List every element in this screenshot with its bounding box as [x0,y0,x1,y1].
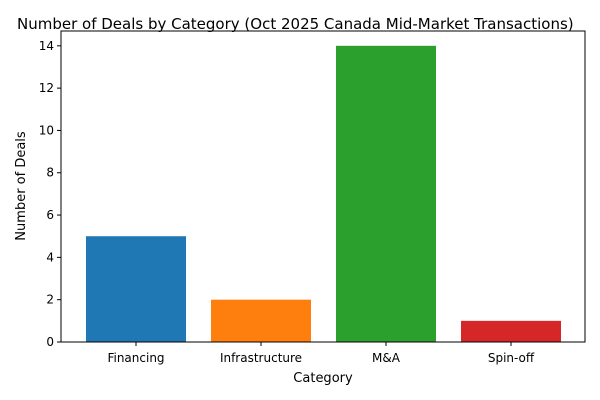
plot-frame [60,30,586,343]
x-axis-label: Category [293,371,353,386]
x-tick-label-1: Infrastructure [220,351,302,365]
x-tick-label-2: M&A [372,351,401,365]
y-tick-label-12: 12 [39,81,54,95]
x-tick-label-3: Spin-off [488,351,535,365]
bars [86,45,561,343]
y-tick-label-10: 10 [39,123,54,137]
y-tick-label-14: 14 [39,39,54,53]
y-tick-label-2: 2 [46,293,54,307]
y-axis-ticks: 0 2 4 6 8 10 12 14 [39,39,61,349]
y-tick-label-4: 4 [46,250,54,264]
bar-infrastructure [211,299,311,342]
y-tick-label-0: 0 [46,335,54,349]
y-tick-label-8: 8 [46,166,54,180]
x-tick-label-0: Financing [107,351,164,365]
y-tick-label-6: 6 [46,208,54,222]
bar-m-a [336,45,436,343]
y-axis-label: Number of Deals [14,131,29,241]
bar-spin-off [461,320,561,342]
chart-title: Number of Deals by Category (Oct 2025 Ca… [17,15,574,33]
x-axis-ticks: Financing Infrastructure M&A Spin-off [107,342,535,365]
bar-financing [86,236,186,342]
